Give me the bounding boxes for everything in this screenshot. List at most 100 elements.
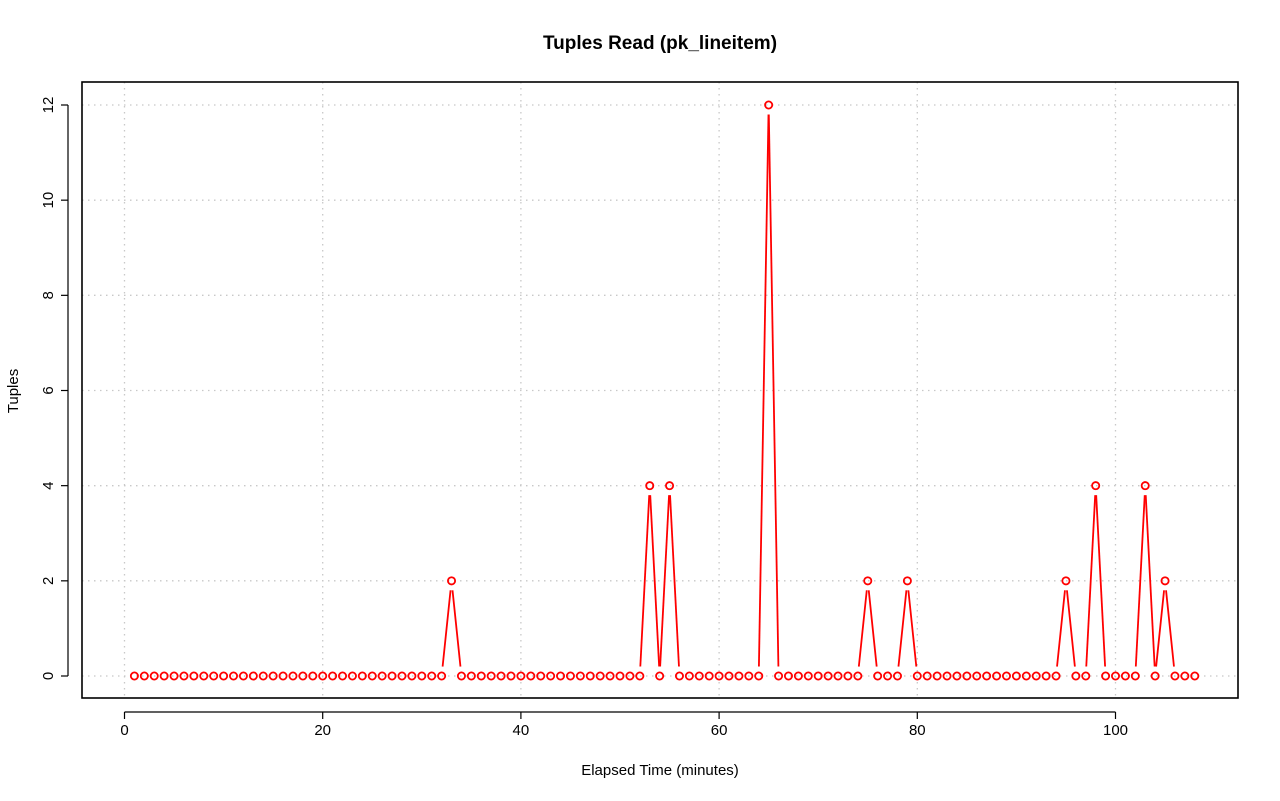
data-point xyxy=(912,671,922,681)
series-segment xyxy=(907,590,918,667)
x-axis-label: Elapsed Time (minutes) xyxy=(581,762,739,779)
data-point xyxy=(1041,671,1051,681)
data-point xyxy=(635,671,645,681)
data-point xyxy=(1071,671,1081,681)
data-point xyxy=(556,671,566,681)
data-point xyxy=(833,671,843,681)
data-point xyxy=(1101,671,1111,681)
series-segment xyxy=(758,114,770,667)
data-point xyxy=(397,671,407,681)
data-point xyxy=(595,671,605,681)
data-point xyxy=(308,671,318,681)
series-segment xyxy=(659,495,670,667)
data-series xyxy=(129,100,1200,681)
series-segment xyxy=(867,590,878,667)
data-point xyxy=(1140,481,1150,491)
data-point xyxy=(942,671,952,681)
data-point xyxy=(139,671,149,681)
data-point xyxy=(159,671,169,681)
data-point xyxy=(1111,671,1121,681)
data-point xyxy=(803,671,813,681)
data-point xyxy=(992,671,1002,681)
data-point xyxy=(694,671,704,681)
data-point xyxy=(1011,671,1021,681)
x-tick-label: 100 xyxy=(1103,722,1128,739)
data-point xyxy=(506,671,516,681)
data-point xyxy=(456,671,466,681)
data-point xyxy=(962,671,972,681)
data-point xyxy=(902,576,912,586)
data-point xyxy=(585,671,595,681)
data-point xyxy=(853,671,863,681)
data-point xyxy=(546,671,556,681)
data-point xyxy=(149,671,159,681)
data-point xyxy=(892,671,902,681)
y-axis-label: Tuples xyxy=(5,369,22,413)
chart-title: Tuples Read (pk_lineitem) xyxy=(543,33,777,54)
data-point xyxy=(238,671,248,681)
x-tick-label: 80 xyxy=(909,722,926,739)
series-segment xyxy=(1165,590,1175,667)
data-point xyxy=(1031,671,1041,681)
data-point xyxy=(1130,671,1140,681)
series-segment xyxy=(669,495,680,667)
data-point xyxy=(288,671,298,681)
data-point xyxy=(972,671,982,681)
x-tick-label: 0 xyxy=(120,722,128,739)
data-point xyxy=(674,671,684,681)
series-segment xyxy=(897,590,908,667)
data-point xyxy=(684,671,694,681)
data-point xyxy=(625,671,635,681)
data-point xyxy=(783,671,793,681)
y-tick-label: 0 xyxy=(40,672,57,680)
series-segment xyxy=(1095,495,1106,667)
data-point xyxy=(407,671,417,681)
series-segment xyxy=(1144,495,1156,667)
data-point xyxy=(1190,671,1200,681)
series-segment xyxy=(767,114,780,667)
series-segment xyxy=(451,590,462,667)
data-point xyxy=(1061,576,1071,586)
series-segment xyxy=(1056,590,1066,667)
data-point xyxy=(655,671,665,681)
data-point xyxy=(1091,481,1101,491)
data-point xyxy=(843,671,853,681)
y-tick-label: 8 xyxy=(40,291,57,299)
data-point xyxy=(1180,671,1190,681)
data-point xyxy=(665,481,675,491)
data-point xyxy=(605,671,615,681)
data-point xyxy=(704,671,714,681)
data-point xyxy=(189,671,199,681)
x-tick-label: 20 xyxy=(314,722,331,739)
data-point xyxy=(318,671,328,681)
data-point xyxy=(248,671,258,681)
data-point xyxy=(1160,576,1170,586)
data-point xyxy=(199,671,209,681)
grid xyxy=(82,82,1238,698)
data-point xyxy=(447,576,457,586)
data-point xyxy=(179,671,189,681)
data-point xyxy=(575,671,585,681)
series-segment xyxy=(1155,590,1165,667)
data-point xyxy=(516,671,526,681)
data-point xyxy=(1150,671,1160,681)
series-segment xyxy=(441,590,452,667)
data-point xyxy=(823,671,833,681)
data-point xyxy=(734,671,744,681)
series-segment xyxy=(639,495,651,667)
series-segment xyxy=(1134,495,1146,667)
data-point xyxy=(377,671,387,681)
data-point xyxy=(982,671,992,681)
data-point xyxy=(813,671,823,681)
data-point xyxy=(744,671,754,681)
data-point xyxy=(645,481,655,491)
data-point xyxy=(338,671,348,681)
y-tick-label: 10 xyxy=(40,192,57,209)
data-point xyxy=(496,671,506,681)
data-point xyxy=(883,671,893,681)
data-point xyxy=(476,671,486,681)
data-point xyxy=(169,671,179,681)
data-point xyxy=(952,671,962,681)
data-point xyxy=(486,671,496,681)
